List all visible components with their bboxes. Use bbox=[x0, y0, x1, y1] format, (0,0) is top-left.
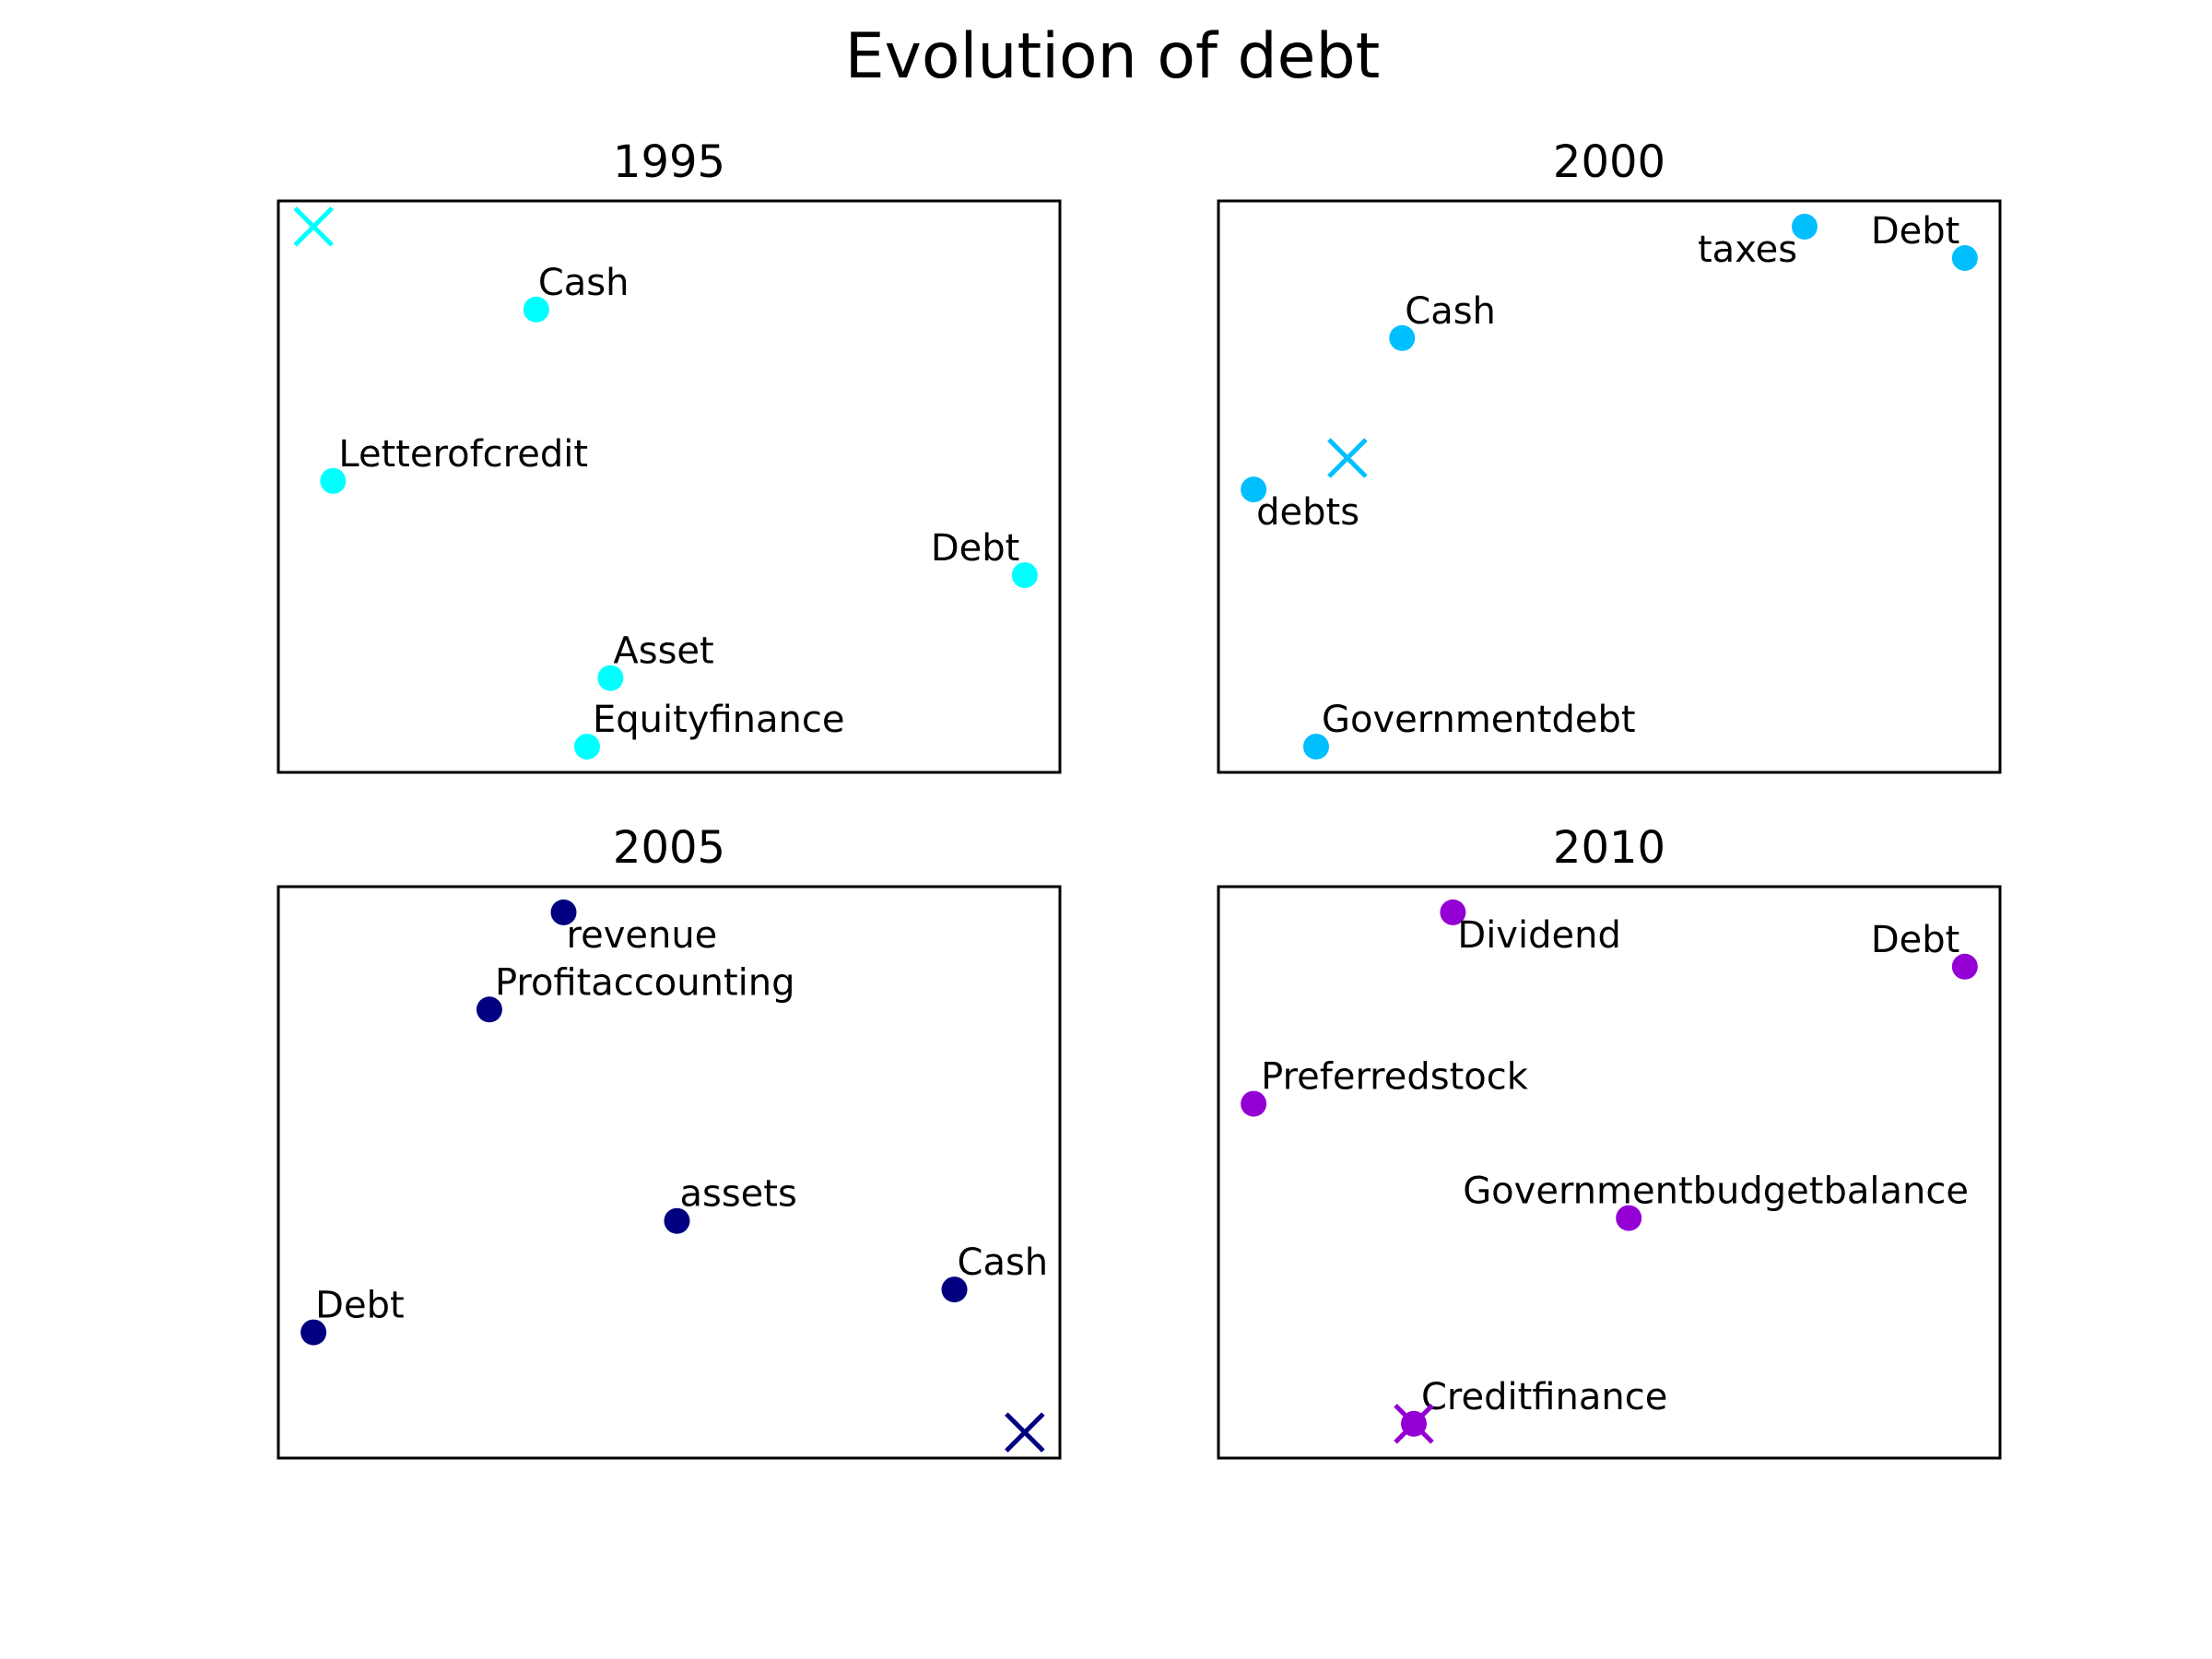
data-point bbox=[300, 1319, 327, 1346]
x-marker bbox=[293, 206, 334, 247]
data-point bbox=[1440, 899, 1466, 925]
figure-title: Evolution of debt bbox=[845, 20, 1381, 93]
subplot-1995: 1995 Cash Letterofcredit Debt Asset Equityfin… bbox=[276, 136, 1062, 774]
point-label: Cash bbox=[538, 262, 629, 304]
subplot-2010: 2010 Dividend Debt Preferredstock Government… bbox=[1217, 822, 2002, 1460]
point-label: revenue bbox=[567, 914, 718, 957]
axes-frame bbox=[276, 885, 1062, 1460]
data-point bbox=[573, 734, 600, 760]
point-label: Letterofcredit bbox=[338, 433, 588, 476]
point-label: Debt bbox=[315, 1285, 404, 1327]
data-point bbox=[523, 296, 549, 323]
point-label: Debt bbox=[931, 527, 1019, 570]
data-point bbox=[941, 1277, 968, 1303]
data-point bbox=[476, 996, 502, 1023]
point-label: Cash bbox=[958, 1241, 1049, 1284]
axes-frame bbox=[1217, 885, 2002, 1460]
axes-frame bbox=[276, 199, 1062, 774]
subplot-title: 2010 bbox=[1553, 822, 1665, 874]
subplot-title: 2000 bbox=[1553, 136, 1665, 188]
point-label: assets bbox=[679, 1173, 796, 1216]
data-point bbox=[597, 665, 624, 691]
point-label: Creditfinance bbox=[1421, 1376, 1667, 1418]
x-marker bbox=[1327, 438, 1368, 478]
data-point bbox=[1241, 1090, 1267, 1117]
data-point bbox=[1951, 953, 1978, 980]
data-point bbox=[1241, 477, 1267, 503]
data-point bbox=[1011, 562, 1038, 589]
point-label: Cash bbox=[1405, 290, 1496, 333]
point-label: debts bbox=[1256, 491, 1359, 534]
subplot-grid: 1995 Cash Letterofcredit Debt Asset Equityfin… bbox=[276, 136, 2002, 1460]
point-label: Profitaccounting bbox=[495, 961, 795, 1004]
point-label: Preferredstock bbox=[1261, 1056, 1529, 1099]
data-point bbox=[1616, 1205, 1642, 1231]
point-label: taxes bbox=[1698, 229, 1797, 271]
data-point bbox=[550, 899, 577, 925]
x-marker bbox=[1005, 1412, 1045, 1453]
data-point bbox=[1792, 213, 1818, 240]
point-label: Governmentbudgetbalance bbox=[1463, 1171, 1969, 1213]
data-point bbox=[1951, 245, 1978, 271]
point-label: Debt bbox=[1871, 919, 1959, 961]
data-point bbox=[320, 467, 347, 494]
x-marker bbox=[1394, 1404, 1434, 1444]
point-label: Asset bbox=[613, 630, 713, 673]
subplot-title: 1995 bbox=[613, 136, 725, 188]
point-label: Dividend bbox=[1457, 914, 1620, 957]
point-label: Governmentdebt bbox=[1322, 699, 1636, 741]
point-label: Equityfinance bbox=[593, 699, 845, 741]
subplot-2000: 2000 taxes Debt Cash debts Governmentdebt bbox=[1217, 136, 2002, 774]
subplot-title: 2005 bbox=[613, 822, 725, 874]
data-point bbox=[1303, 734, 1329, 760]
data-point bbox=[1389, 324, 1416, 351]
data-point bbox=[664, 1207, 690, 1234]
point-label: Debt bbox=[1871, 210, 1959, 253]
axes-frame bbox=[1217, 199, 2002, 774]
